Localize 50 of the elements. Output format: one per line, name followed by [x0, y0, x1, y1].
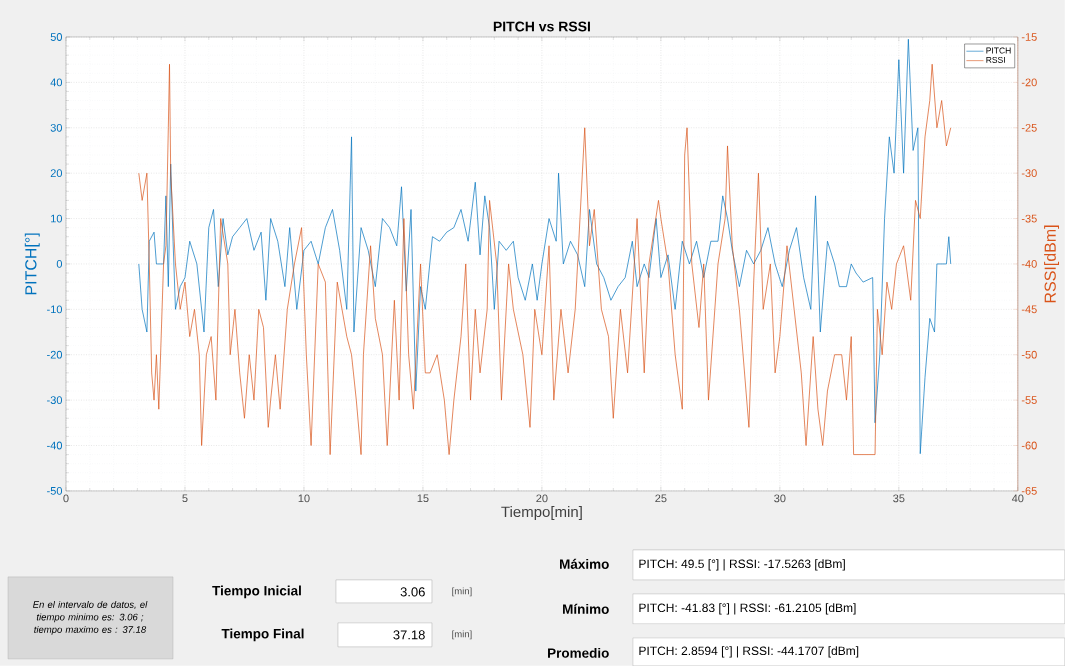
y-tick-label: 0 — [56, 260, 63, 268]
y2-tick-label: -25 — [1021, 123, 1037, 132]
y2-tick-label: -30 — [1021, 169, 1037, 178]
y2-tick-label: -40 — [1021, 260, 1037, 268]
text: PITCH: 2.8594 [°] | RSSI: -44.1707 [dBm] — [639, 646, 859, 658]
legend-label: PITCH — [986, 47, 1011, 54]
x-tick-label: 35 — [893, 494, 905, 503]
text: Tiempo Inicial — [212, 585, 301, 599]
y2-tick-label: -55 — [1021, 396, 1037, 404]
y2-tick-label: -35 — [1021, 214, 1037, 223]
y2-tick-label: -20 — [1021, 78, 1037, 87]
text: En el intervalo de datos, el tiempo minimo es: 3.06 ; tiempo maximo es : 37.18 — [33, 600, 148, 635]
text: Promedio — [548, 647, 609, 658]
y2-tick-label: -65 — [1021, 486, 1037, 495]
x-tick-label: 10 — [298, 494, 310, 503]
x-tick-label: 25 — [655, 494, 667, 503]
text: PITCH: 49.5 [°] | RSSI: -17.5263 [dBm] — [639, 559, 845, 571]
x-axis-title: Tiempo[min] — [501, 506, 582, 521]
legend-label: RSSI — [986, 56, 1005, 63]
y-tick-label: 20 — [50, 169, 63, 178]
x-tick-label: 5 — [182, 494, 188, 503]
x-tick-label: 15 — [417, 494, 429, 503]
y-tick-label: -30 — [47, 396, 63, 404]
text: Máximo — [560, 558, 609, 569]
x-tick-label: 30 — [774, 494, 786, 503]
y-tick-label: -10 — [47, 305, 63, 314]
text: [min] — [452, 630, 472, 640]
y-tick-label: 30 — [50, 123, 63, 132]
y2-tick-label: -15 — [1021, 33, 1037, 41]
y-tick-label: -20 — [47, 350, 63, 359]
y-tick-label: 50 — [50, 33, 63, 41]
x-tick-label: 20 — [536, 494, 548, 503]
text: Mínimo — [563, 603, 609, 614]
x-tick-label: 40 — [1011, 494, 1024, 503]
y2-tick-label: -45 — [1021, 305, 1037, 314]
y2-tick-label: -50 — [1021, 350, 1037, 359]
chart-title: PITCH vs RSSI — [493, 21, 590, 32]
text: 37.18 — [393, 630, 425, 640]
y-tick-label: 40 — [50, 78, 63, 87]
text: 3.06 — [400, 587, 425, 597]
text: PITCH: -41.83 [°] | RSSI: -61.2105 [dBm] — [639, 603, 856, 615]
y-tick-label: -50 — [47, 486, 63, 495]
y-axis-title: PITCH[°] — [24, 233, 40, 295]
text: Tiempo Final — [221, 628, 304, 642]
text: [min] — [452, 587, 472, 597]
y2-axis-title: RSSI[dBm] — [1044, 225, 1060, 303]
y-tick-label: -40 — [47, 441, 63, 450]
y-tick-label: 10 — [51, 214, 63, 223]
y2-tick-label: -60 — [1021, 441, 1037, 450]
x-tick-label: 0 — [63, 494, 69, 503]
